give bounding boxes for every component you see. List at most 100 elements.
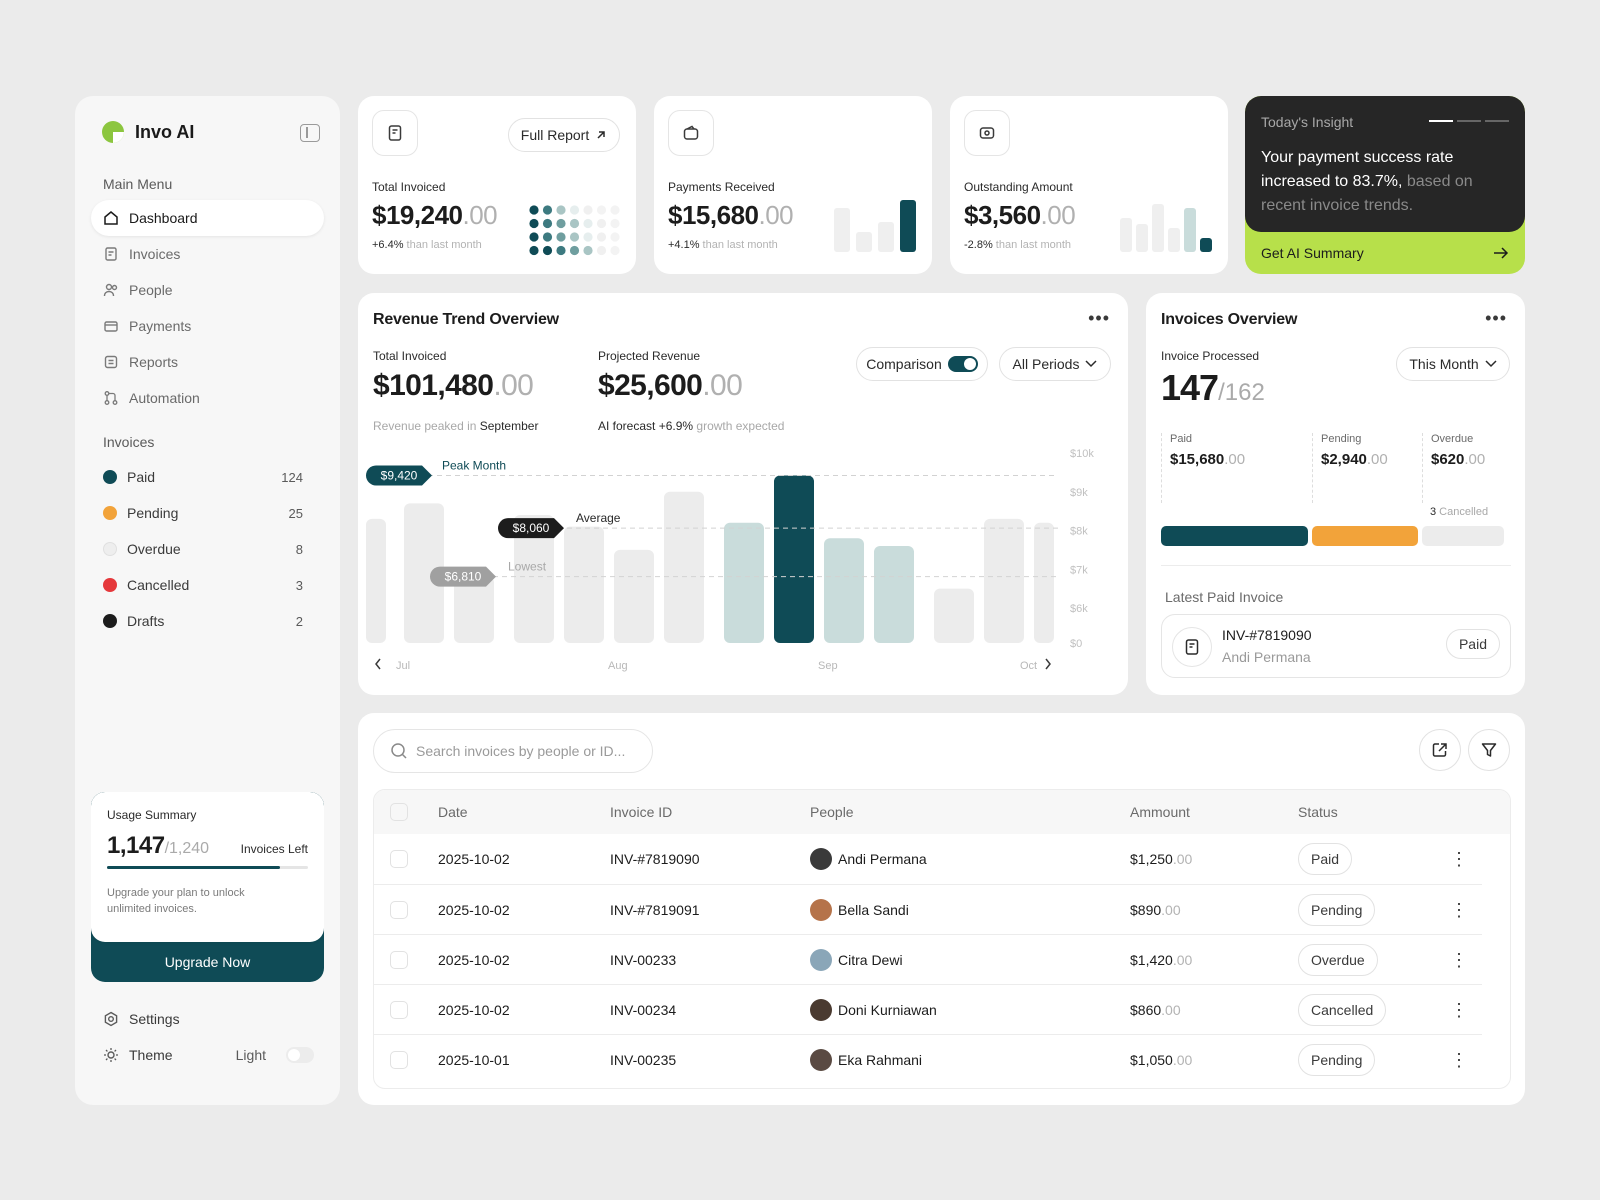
cell-date: 2025-10-02 [438,1002,510,1018]
usage-summary: Usage Summary 1,147 /1,240 Invoices Left… [91,792,324,982]
row-menu-icon[interactable]: ⋮ [1450,999,1468,1020]
matrix-dot [569,205,580,215]
cell-amount: $860.00 [1130,1002,1181,1018]
matrix-dot [610,245,620,256]
matrix-dot [569,245,580,256]
status-badge: Cancelled [1298,994,1387,1026]
average-value: $8,060 [513,521,550,535]
more-options-icon[interactable]: ••• [1485,308,1507,328]
nav-reports[interactable]: Reports [91,344,324,380]
full-report-label: Full Report [520,127,590,143]
stat-card-payments-received: Payments Received $15,680.00 +4.1% than … [654,96,932,274]
peak-label: Peak Month [442,458,506,472]
table-row[interactable]: 2025-10-02 INV-#7819090 Andi Permana $1,… [374,834,1482,884]
usage-used: 1,147 [107,832,165,859]
stat-label: Payments Received [668,180,775,194]
header-invoice-id[interactable]: Invoice ID [610,804,673,820]
upgrade-now-button[interactable]: Upgrade Now [164,954,251,970]
matrix-dot [542,218,553,229]
export-button[interactable] [1419,729,1461,771]
breakdown-pending: Pending $2,940.00 [1312,433,1420,503]
status-filter-drafts[interactable]: Drafts 2 [103,613,303,629]
row-checkbox[interactable] [390,850,408,868]
matrix-dot [556,232,566,242]
nav-label: Reports [129,354,179,370]
select-all-checkbox[interactable] [390,803,408,821]
cell-invoice-id: INV-00233 [610,952,677,968]
x-tick-label: Aug [608,660,628,672]
filter-button[interactable] [1468,729,1510,771]
row-checkbox[interactable] [390,951,408,969]
matrix-dot [583,205,593,215]
more-options-icon[interactable]: ••• [1088,308,1110,328]
sun-icon [104,1048,118,1062]
stat-card-total-invoiced: Full Report Total Invoiced $19,240.00 +6… [358,96,636,274]
table-row[interactable]: 2025-10-02 INV-00234 Doni Kurniawan $860… [374,984,1482,1034]
nav-label: Dashboard [129,210,198,226]
nav-dashboard[interactable]: Dashboard [91,200,324,236]
matrix-dot [596,205,607,215]
row-menu-icon[interactable]: ⋮ [1450,848,1468,869]
header-amount[interactable]: Ammount [1130,804,1190,820]
nav-label: Automation [129,390,200,406]
table-row[interactable]: 2025-10-02 INV-#7819091 Bella Sandi $890… [374,884,1482,934]
settings-label: Settings [129,1011,180,1027]
row-menu-icon[interactable]: ⋮ [1450,899,1468,920]
header-people[interactable]: People [810,804,854,820]
collapse-sidebar-icon[interactable] [300,124,320,142]
status-filter-pending[interactable]: Pending 25 [103,505,303,521]
this-month-select[interactable]: This Month [1396,347,1510,381]
status-filter-cancelled[interactable]: Cancelled 3 [103,577,303,593]
theme-toggle[interactable] [286,1047,314,1063]
nav-people[interactable]: People [91,272,324,308]
overdue-bar [1422,526,1504,546]
invoices-overview-title: Invoices Overview [1161,311,1298,328]
peak-bar [774,475,814,643]
export-icon [1432,743,1447,757]
nav-settings[interactable]: Settings [91,1001,324,1037]
latest-paid-invoice[interactable]: INV-#7819090 Andi Permana Paid [1161,614,1511,678]
home-icon [104,211,118,225]
row-menu-icon[interactable]: ⋮ [1450,1049,1468,1070]
row-checkbox[interactable] [390,1001,408,1019]
gear-icon [104,1011,118,1027]
row-checkbox[interactable] [390,901,408,919]
reports-icon [104,355,118,369]
invoices-overview-card: Invoices Overview ••• Invoice Processed … [1146,293,1525,695]
revenue-bar [934,588,974,643]
chevron-down-icon [1485,360,1497,368]
nav-invoices[interactable]: Invoices [91,236,324,272]
period-select[interactable]: All Periods [999,347,1111,381]
cell-people: Andi Permana [810,834,927,884]
get-ai-summary-button[interactable]: Get AI Summary [1261,242,1509,264]
nav-payments[interactable]: Payments [91,308,324,344]
header-status[interactable]: Status [1298,804,1338,820]
chevron-down-icon [1085,360,1097,368]
carousel-indicator[interactable] [1429,120,1509,122]
table-row[interactable]: 2025-10-01 INV-00235 Eka Rahmani $1,050.… [374,1034,1482,1084]
nav-automation[interactable]: Automation [91,380,324,416]
status-count: 8 [295,541,303,557]
table-row[interactable]: 2025-10-02 INV-00233 Citra Dewi $1,420.0… [374,934,1482,984]
usage-note: Upgrade your plan to unlock unlimited in… [107,887,245,915]
row-menu-icon[interactable]: ⋮ [1450,949,1468,970]
cell-amount: $1,420.00 [1130,952,1193,968]
matrix-dot [556,218,566,229]
divider [1161,565,1511,566]
table-header: Date Invoice ID People Ammount Status [374,790,1510,834]
nav-label: Payments [129,318,192,334]
status-dot [103,578,117,592]
todays-insight-card: Today's Insight Your payment success rat… [1245,96,1525,274]
header-date[interactable]: Date [438,804,468,820]
search-input[interactable]: Search invoices by people or ID... [373,729,653,773]
comparison-toggle[interactable]: Comparison [856,347,988,381]
status-filter-paid[interactable]: Paid 124 [103,469,303,485]
matrix-dot [529,232,539,242]
revenue-bar [874,546,914,643]
full-report-button[interactable]: Full Report [508,118,620,152]
app-logo[interactable]: Invo AI [101,120,194,144]
row-checkbox[interactable] [390,1051,408,1069]
status-filter-overdue[interactable]: Overdue 8 [103,541,303,557]
stat-change: +4.1% than last month [668,239,778,251]
revenue-bar-chart: $10k $9k $8k $7k $6k $0 $9,420 $8,060 $6,810 Peak… [366,448,1094,672]
